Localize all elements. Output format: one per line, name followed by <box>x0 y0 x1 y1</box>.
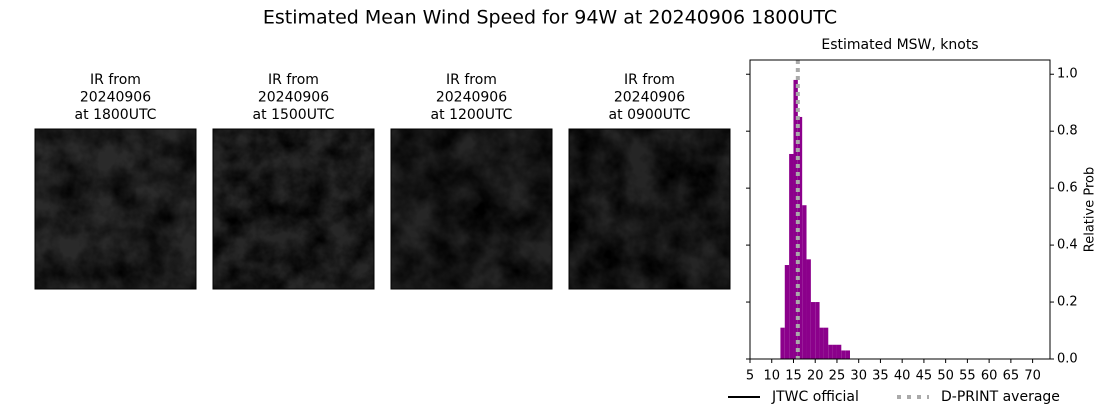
x-tick-label: 10 <box>763 369 780 384</box>
panel-title: 20240906 <box>614 90 685 106</box>
bar <box>832 344 837 359</box>
panel-frame <box>34 128 197 290</box>
y-tick-label: 0.2 <box>1057 295 1078 310</box>
bar <box>810 302 816 359</box>
panel-title: IR from <box>446 72 497 88</box>
y-tick-label: 1.0 <box>1057 67 1078 82</box>
figure-title: Estimated Mean Wind Speed for 94W at 202… <box>263 7 837 29</box>
plot-frame <box>749 59 1051 360</box>
x-tick-label: 50 <box>937 369 954 384</box>
panel-title: at 1200UTC <box>431 107 513 123</box>
x-tick-label: 70 <box>1024 369 1041 384</box>
x-tick-label: 20 <box>807 369 824 384</box>
y-tick-label: 0.8 <box>1057 124 1078 139</box>
bar <box>841 350 846 359</box>
panel-title: IR from <box>268 72 319 88</box>
bar <box>793 79 798 359</box>
bar <box>780 327 785 359</box>
panel-title: 20240906 <box>258 90 329 106</box>
x-tick-label: 5 <box>746 369 754 384</box>
x-tick-label: 45 <box>916 369 933 384</box>
panel-frame <box>390 128 553 290</box>
panel-title: at 1800UTC <box>75 107 157 123</box>
panel-title: 20240906 <box>80 90 151 106</box>
panel-title: 20240906 <box>436 90 507 106</box>
panel-frame <box>212 128 375 290</box>
y-tick-label: 0.0 <box>1057 352 1078 367</box>
panel-title: IR from <box>624 72 675 88</box>
x-tick-label: 40 <box>894 369 911 384</box>
bar <box>836 344 842 359</box>
panel-title: at 0900UTC <box>609 107 691 123</box>
bar <box>845 350 850 359</box>
bar <box>819 327 824 359</box>
x-tick-label: 35 <box>872 369 889 384</box>
bar <box>784 265 790 359</box>
x-tick-label: 65 <box>1003 369 1020 384</box>
y-axis-label: Relative Prob <box>1083 167 1098 252</box>
bar <box>797 116 803 359</box>
y-tick-label: 0.6 <box>1057 181 1078 196</box>
x-tick-label: 25 <box>829 369 846 384</box>
legend-label: JTWC official <box>771 389 859 405</box>
panel-title: IR from <box>90 72 141 88</box>
bar <box>802 205 807 359</box>
bar <box>823 327 829 359</box>
bar <box>789 153 794 359</box>
x-tick-label: 15 <box>785 369 802 384</box>
x-tick-label: 55 <box>959 369 976 384</box>
chart-title: Estimated MSW, knots <box>821 37 978 53</box>
y-tick-label: 0.4 <box>1057 238 1078 253</box>
x-tick-label: 30 <box>850 369 867 384</box>
panel-frame <box>568 128 731 290</box>
bar <box>806 259 811 359</box>
legend-label: D-PRINT average <box>941 389 1060 405</box>
panel-title: at 1500UTC <box>253 107 335 123</box>
x-tick-label: 60 <box>981 369 998 384</box>
bar <box>828 344 833 359</box>
bar <box>815 302 820 359</box>
